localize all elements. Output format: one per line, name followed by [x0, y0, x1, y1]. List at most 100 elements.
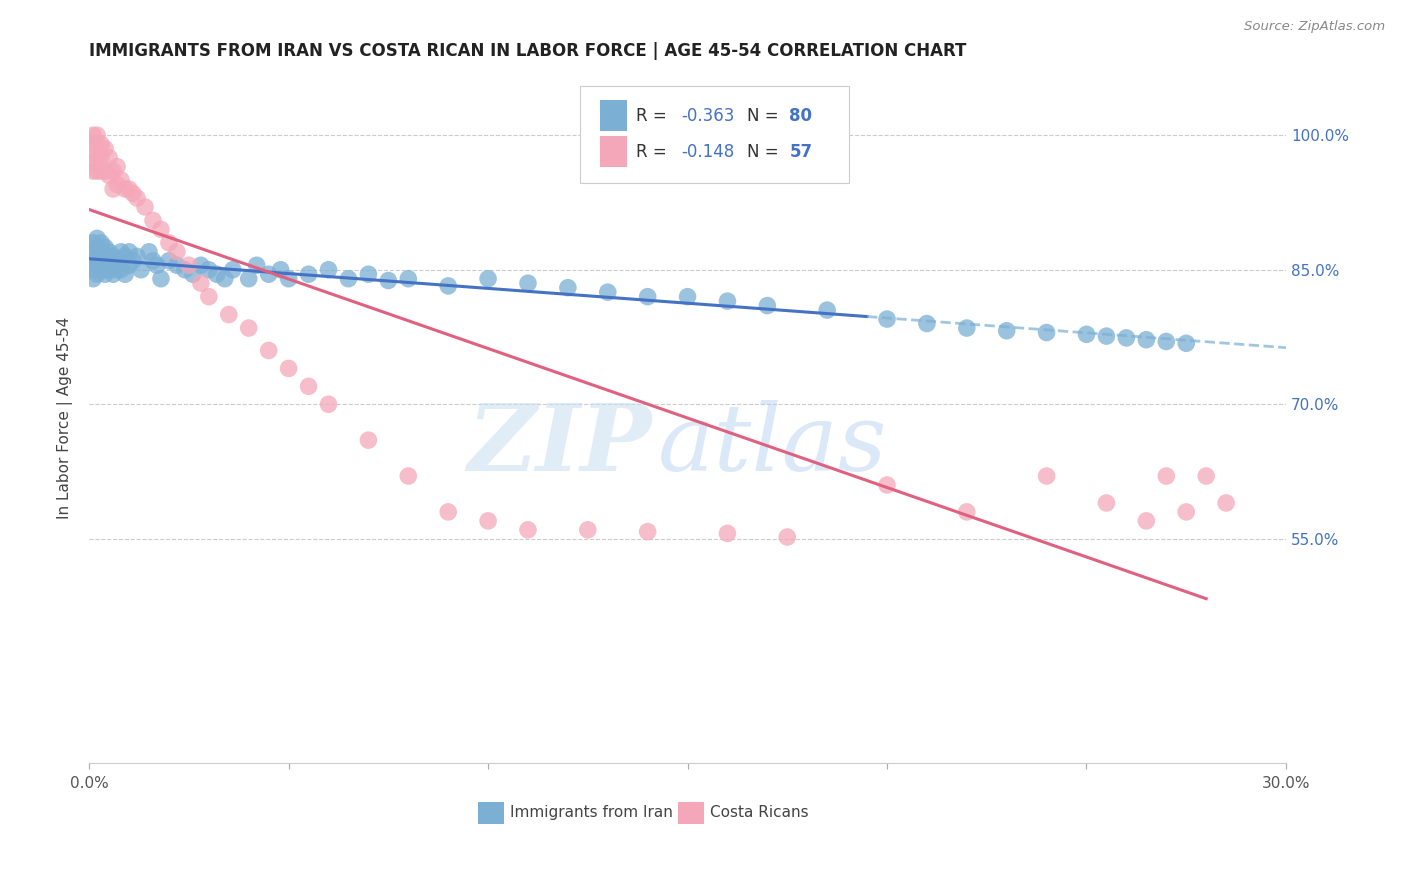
Point: [1076, 327, 1098, 342]
Point: [238, 271, 260, 285]
Point: [318, 397, 340, 411]
Point: [396, 271, 419, 285]
Point: [637, 290, 659, 304]
Point: [98, 253, 121, 268]
Point: [1035, 326, 1057, 340]
Point: [915, 317, 938, 331]
Point: [94, 240, 117, 254]
Point: [90, 253, 112, 268]
Point: [198, 290, 221, 304]
Point: [125, 249, 148, 263]
Point: [318, 262, 340, 277]
Point: [1215, 496, 1237, 510]
Point: [956, 321, 979, 335]
Point: [86, 267, 108, 281]
Point: [776, 530, 799, 544]
Point: [86, 164, 108, 178]
Point: [1156, 469, 1178, 483]
Point: [1195, 469, 1218, 483]
Point: [149, 271, 172, 285]
Point: [297, 267, 319, 281]
Point: [86, 258, 108, 272]
Point: [105, 253, 128, 268]
Point: [101, 249, 124, 263]
Point: [357, 267, 380, 281]
FancyBboxPatch shape: [600, 101, 627, 131]
Point: [956, 505, 979, 519]
Point: [90, 151, 112, 165]
Point: [110, 173, 132, 187]
Text: IMMIGRANTS FROM IRAN VS COSTA RICAN IN LABOR FORCE | AGE 45-54 CORRELATION CHART: IMMIGRANTS FROM IRAN VS COSTA RICAN IN L…: [89, 42, 966, 60]
Point: [477, 514, 499, 528]
Point: [716, 526, 738, 541]
Point: [125, 191, 148, 205]
Text: Costa Ricans: Costa Ricans: [710, 805, 808, 820]
Point: [517, 523, 540, 537]
Point: [101, 267, 124, 281]
Point: [82, 128, 104, 143]
FancyBboxPatch shape: [478, 802, 505, 824]
Point: [222, 262, 245, 277]
Point: [101, 164, 124, 178]
Point: [138, 244, 160, 259]
Point: [98, 244, 121, 259]
Point: [297, 379, 319, 393]
Point: [576, 523, 599, 537]
Point: [198, 262, 221, 277]
Point: [114, 249, 136, 263]
Point: [105, 160, 128, 174]
Point: [98, 151, 121, 165]
Point: [105, 178, 128, 192]
Point: [90, 164, 112, 178]
Text: Source: ZipAtlas.com: Source: ZipAtlas.com: [1244, 20, 1385, 33]
Point: [815, 303, 838, 318]
Point: [86, 240, 108, 254]
Point: [277, 271, 299, 285]
Point: [118, 182, 141, 196]
Text: 80: 80: [789, 107, 813, 125]
Y-axis label: In Labor Force | Age 45-54: In Labor Force | Age 45-54: [58, 317, 73, 519]
Text: N =: N =: [748, 107, 785, 125]
Point: [86, 151, 108, 165]
Point: [1156, 334, 1178, 349]
Text: N =: N =: [748, 143, 785, 161]
Point: [246, 258, 269, 272]
Point: [98, 262, 121, 277]
Point: [177, 258, 200, 272]
Point: [396, 469, 419, 483]
Point: [118, 258, 141, 272]
Point: [190, 258, 212, 272]
Point: [637, 524, 659, 539]
Text: ZIP: ZIP: [467, 401, 651, 491]
Point: [114, 267, 136, 281]
Point: [142, 253, 165, 268]
Point: [257, 267, 280, 281]
Point: [101, 182, 124, 196]
Text: -0.148: -0.148: [682, 143, 735, 161]
Point: [82, 262, 104, 277]
Point: [218, 308, 240, 322]
Point: [1135, 514, 1157, 528]
Point: [517, 276, 540, 290]
Point: [277, 361, 299, 376]
Point: [257, 343, 280, 358]
Point: [82, 271, 104, 285]
Point: [337, 271, 360, 285]
Point: [86, 128, 108, 143]
Point: [1095, 496, 1118, 510]
Text: 57: 57: [789, 143, 813, 161]
Point: [270, 262, 292, 277]
Point: [86, 231, 108, 245]
Point: [1095, 329, 1118, 343]
Point: [86, 249, 108, 263]
Point: [596, 285, 619, 300]
Point: [1115, 331, 1137, 345]
Point: [90, 235, 112, 250]
Point: [110, 244, 132, 259]
Point: [357, 433, 380, 447]
FancyBboxPatch shape: [678, 802, 704, 824]
Text: -0.363: -0.363: [682, 107, 735, 125]
Point: [437, 505, 460, 519]
Point: [90, 137, 112, 152]
Point: [82, 244, 104, 259]
